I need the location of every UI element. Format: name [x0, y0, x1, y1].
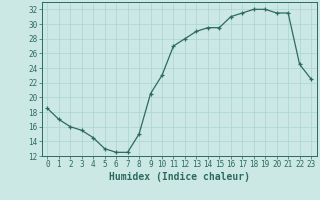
X-axis label: Humidex (Indice chaleur): Humidex (Indice chaleur): [109, 172, 250, 182]
